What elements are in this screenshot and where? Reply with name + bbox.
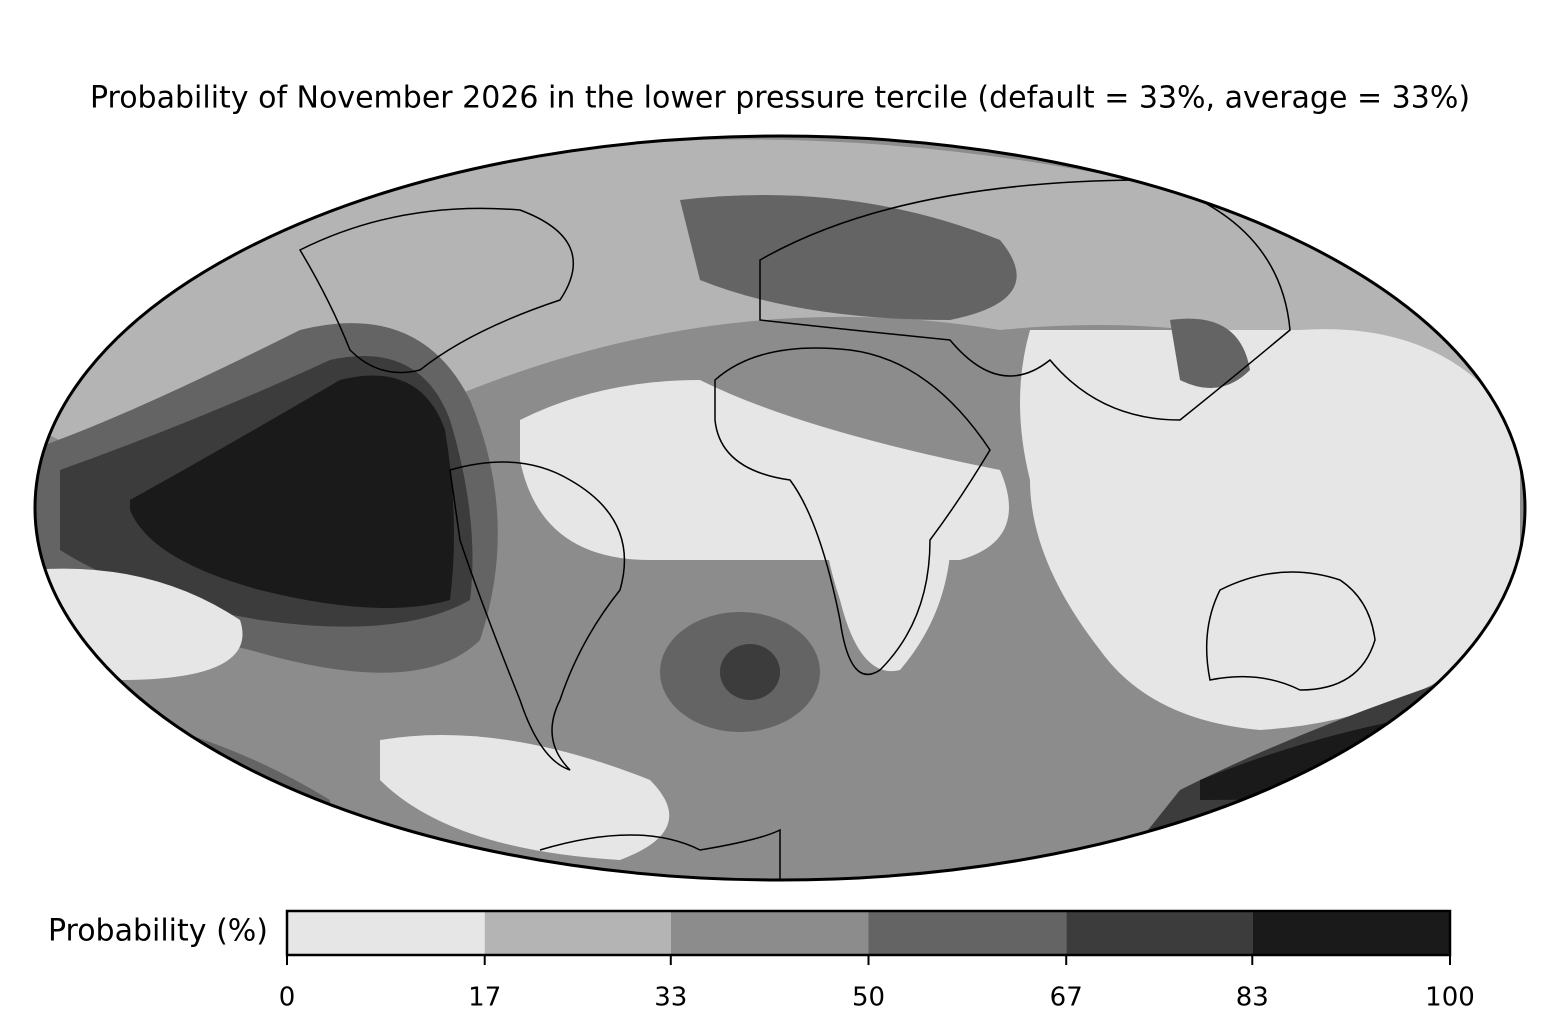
tick-label: 67 — [1050, 983, 1083, 1013]
tick-label: 0 — [279, 983, 296, 1013]
tick-label: 50 — [852, 983, 885, 1013]
colorbar-label: Probability (%) — [48, 914, 268, 949]
globe-outline — [33, 134, 1527, 882]
tick-label: 100 — [1425, 983, 1475, 1013]
tick-label: 83 — [1236, 983, 1269, 1013]
colorbar: 0 17 33 50 67 83 100 — [279, 909, 1475, 1013]
colorbar-segment — [1252, 911, 1450, 955]
map — [35, 136, 1525, 880]
colorbar-segment — [287, 911, 485, 955]
map-title: Probability of November 2026 in the lowe… — [90, 81, 1470, 116]
colorbar-segment — [1066, 911, 1253, 955]
tick-label: 33 — [654, 983, 687, 1013]
colorbar-segment — [484, 911, 671, 955]
colorbar-segment — [670, 911, 869, 955]
tick-label: 17 — [468, 983, 501, 1013]
colorbar-segment — [868, 911, 1067, 955]
